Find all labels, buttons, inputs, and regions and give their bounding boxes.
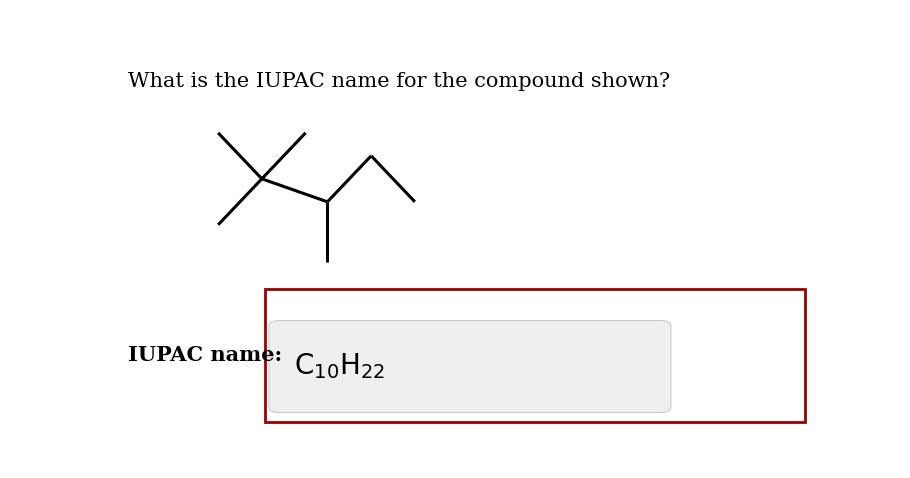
Text: $\mathrm{C_{10}H_{22}}$: $\mathrm{C_{10}H_{22}}$ <box>294 352 385 381</box>
Bar <box>266 289 804 422</box>
Text: IUPAC name:: IUPAC name: <box>127 346 282 366</box>
FancyBboxPatch shape <box>269 321 671 413</box>
Text: What is the IUPAC name for the compound shown?: What is the IUPAC name for the compound … <box>127 72 670 91</box>
